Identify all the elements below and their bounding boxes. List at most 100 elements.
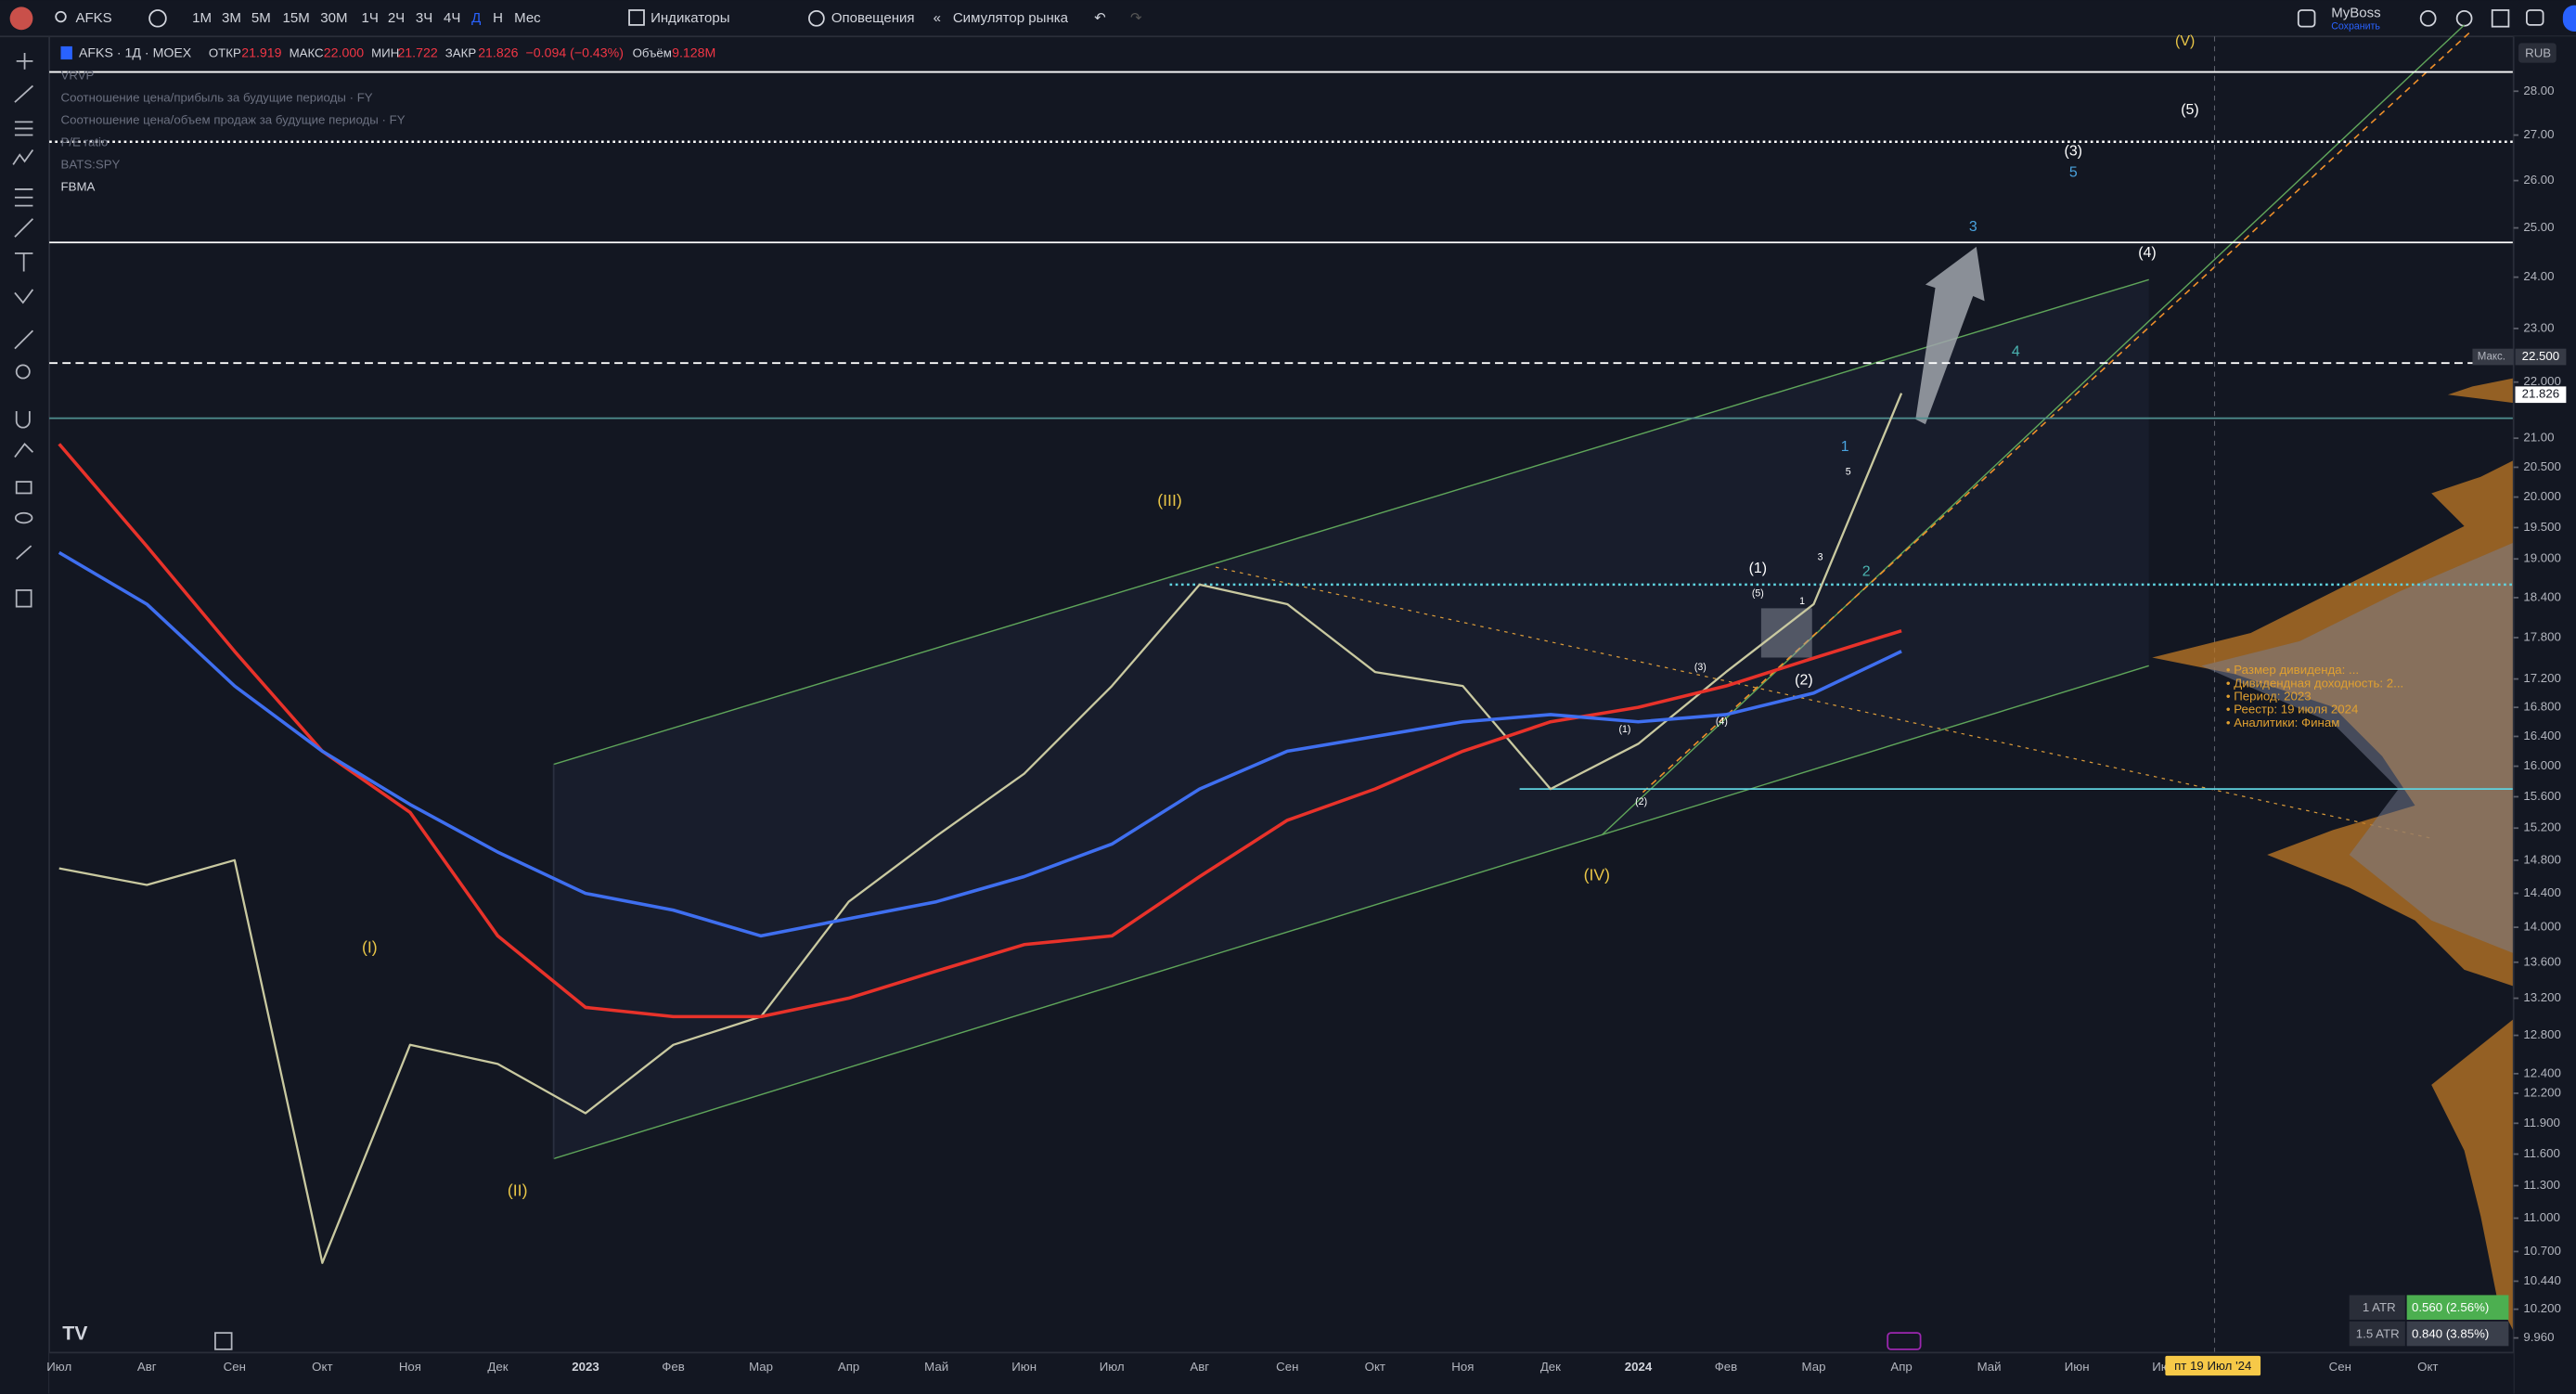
- brush-tool[interactable]: [14, 218, 34, 238]
- interval-button[interactable]: 4Ч: [444, 10, 460, 26]
- alerts-button[interactable]: Оповещения: [831, 10, 915, 26]
- interval-button[interactable]: 3M: [222, 10, 241, 26]
- study-item[interactable]: VRVP: [61, 68, 95, 82]
- price-line: [58, 393, 1903, 1264]
- y-tick-label: 11.900: [2523, 1116, 2560, 1129]
- interval-button[interactable]: 3Ч: [416, 10, 432, 26]
- add-symbol[interactable]: [148, 9, 167, 28]
- search-icon[interactable]: [55, 10, 67, 23]
- publish-button[interactable]: [2562, 5, 2576, 32]
- snapshot-icon[interactable]: [2526, 9, 2544, 26]
- indicators-icon[interactable]: [628, 9, 645, 26]
- interval-button[interactable]: Н: [493, 10, 503, 26]
- last-badge-bg: [2515, 386, 2567, 404]
- wave-label: (3): [1694, 662, 1707, 673]
- link-tool[interactable]: [16, 545, 32, 560]
- atr-cell: [2406, 1321, 2509, 1347]
- account[interactable]: MyBoss: [2331, 5, 2380, 20]
- interval-button[interactable]: Д: [471, 10, 481, 26]
- drawing-mode[interactable]: [14, 443, 34, 458]
- layout-icon[interactable]: [2297, 9, 2316, 28]
- dividend-note: • Размер дивиденда: ...• Дивидендная дох…: [2226, 663, 2403, 729]
- wave-label: (II): [508, 1181, 528, 1200]
- channel-lower: [553, 665, 2149, 1160]
- y-tick-label: 27.00: [2523, 127, 2554, 141]
- wave-label: (5): [2181, 102, 2198, 118]
- study-item[interactable]: BATS:SPY: [61, 158, 121, 172]
- toolbar-bg: [0, 0, 2576, 37]
- high-value: 22.000: [324, 46, 364, 61]
- wave-label: (5): [1752, 587, 1764, 599]
- save-status[interactable]: Сохранить: [2331, 20, 2380, 32]
- interval-button[interactable]: 2Ч: [388, 10, 405, 26]
- avatar[interactable]: [9, 6, 33, 31]
- interval-button[interactable]: 1M: [192, 10, 212, 26]
- wave-label: (3): [2065, 143, 2082, 159]
- y-tick-label: 23.00: [2523, 320, 2554, 334]
- currency[interactable]: RUB: [2525, 45, 2551, 59]
- lock-tool[interactable]: [15, 481, 32, 495]
- y-tick-label: 24.00: [2523, 269, 2554, 283]
- zoom-tool[interactable]: [15, 364, 31, 380]
- y-tick-label: 16.000: [2523, 758, 2561, 772]
- study-item[interactable]: P/E ratio: [61, 136, 109, 149]
- symbol[interactable]: AFKS: [75, 10, 111, 26]
- redo[interactable]: ↷: [1130, 10, 1142, 26]
- x-tick-label: Ноя: [399, 1360, 421, 1374]
- interval-button[interactable]: Мес: [514, 10, 541, 26]
- trend-tool[interactable]: [14, 84, 34, 103]
- study-item[interactable]: Соотношение цена/объем продаж за будущие…: [61, 112, 406, 126]
- x-tick-label: Окт: [1365, 1360, 1385, 1374]
- interval-button[interactable]: 1Ч: [361, 10, 378, 26]
- events-icon[interactable]: [214, 1332, 233, 1350]
- x-tick-label: Июн: [2065, 1360, 2090, 1374]
- trend-line-dashed: [1642, 29, 2474, 794]
- text-tool[interactable]: [14, 252, 33, 272]
- price-axis-bg: [2513, 36, 2576, 1394]
- alerts-icon[interactable]: [808, 9, 825, 27]
- interval-button[interactable]: 15M: [283, 10, 310, 26]
- visibility-tool[interactable]: [14, 511, 33, 524]
- replay-button[interactable]: Симулятор рынка: [953, 10, 1069, 26]
- pattern-tool[interactable]: [12, 148, 34, 165]
- trash-tool[interactable]: [15, 589, 32, 608]
- undo[interactable]: ↶: [1094, 10, 1106, 26]
- magnet-tool[interactable]: [15, 410, 31, 429]
- interval-button[interactable]: 30M: [320, 10, 347, 26]
- currency-box[interactable]: [2518, 43, 2557, 63]
- interval-button[interactable]: 5M: [251, 10, 271, 26]
- y-tick-label: 12.800: [2523, 1027, 2561, 1041]
- open-label: ОТКР: [209, 45, 241, 59]
- earnings-icon[interactable]: [1887, 1332, 1922, 1350]
- fib-tool[interactable]: [14, 121, 33, 136]
- y-tick-label: 14.800: [2523, 852, 2561, 866]
- channel-fill: [553, 279, 2149, 1159]
- date-badge-bg: [2165, 1355, 2261, 1376]
- x-tick-label: Сен: [224, 1360, 246, 1374]
- logo[interactable]: TV: [62, 1323, 88, 1345]
- left-toolbar: [12, 36, 50, 1394]
- wave-label: (III): [1157, 491, 1182, 510]
- price-axis: RUB 28.00 27.00 26.00 25.00 24.00 23.00 22.000…: [2472, 36, 2576, 1394]
- legend-title[interactable]: AFKS · 1Д · MOEX: [79, 46, 192, 61]
- atr-cell: [2406, 1295, 2509, 1320]
- tool-icon[interactable]: [2419, 9, 2437, 27]
- moving-average: [58, 443, 1902, 1019]
- indicators-button[interactable]: Индикаторы: [650, 10, 729, 26]
- ruler-tool[interactable]: [14, 329, 34, 350]
- wave-label: (2): [1795, 672, 1812, 688]
- icon-tool[interactable]: [14, 289, 34, 304]
- study-item[interactable]: FBMA: [61, 180, 96, 194]
- price-ticks: 28.00 27.00 26.00 25.00 24.00 23.00 22.000 21.0…: [2513, 84, 2561, 1344]
- replay-icon[interactable]: «: [934, 10, 941, 26]
- close-label: ЗАКР: [445, 45, 477, 59]
- study-item[interactable]: Соотношение цена/прибыль за будущие пери…: [61, 90, 373, 104]
- fullscreen-icon[interactable]: [2491, 9, 2510, 28]
- crosshair-tool[interactable]: [16, 53, 33, 70]
- wave-label: 3: [1818, 551, 1823, 562]
- y-tick-label: 25.00: [2523, 220, 2554, 234]
- projection-tool[interactable]: [14, 188, 33, 207]
- y-tick-label: 13.200: [2523, 990, 2561, 1004]
- y-tick-label: 15.200: [2523, 820, 2561, 834]
